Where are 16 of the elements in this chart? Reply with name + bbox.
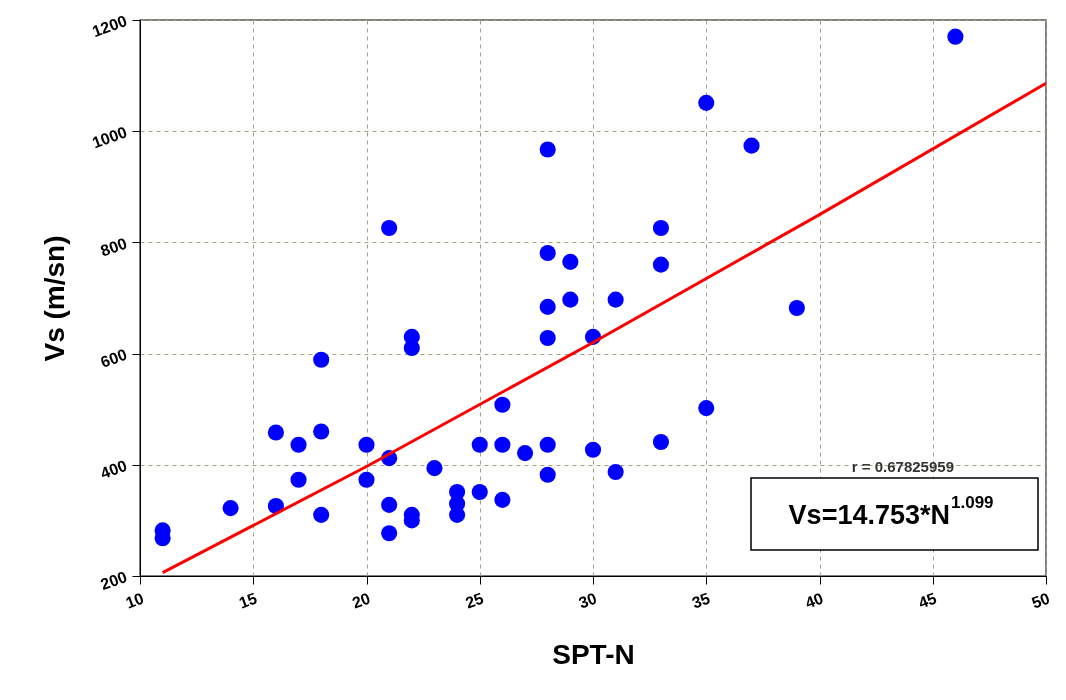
annotation: r = 0.67825959 [851,458,954,475]
x-tick-label: 15 [236,589,260,612]
x-tick-label: 35 [689,589,713,612]
y-axis-title: Vs (m/sn) [39,235,71,362]
y-tick-label: 800 [98,234,130,260]
x-tick-label: 30 [576,589,600,612]
y-tick-label: 600 [98,345,130,371]
x-axis-title: SPT-N [552,638,635,670]
y-tick-label: 1200 [89,12,130,41]
x-tick-label: 40 [802,589,826,612]
y-tick-label: 400 [98,456,130,482]
x-tick-label: 50 [1029,589,1053,612]
x-tick-label: 20 [349,589,373,612]
y-tick-label: 1000 [89,123,130,152]
x-tick-label: 25 [463,589,486,612]
x-tick-label: 45 [916,589,939,612]
